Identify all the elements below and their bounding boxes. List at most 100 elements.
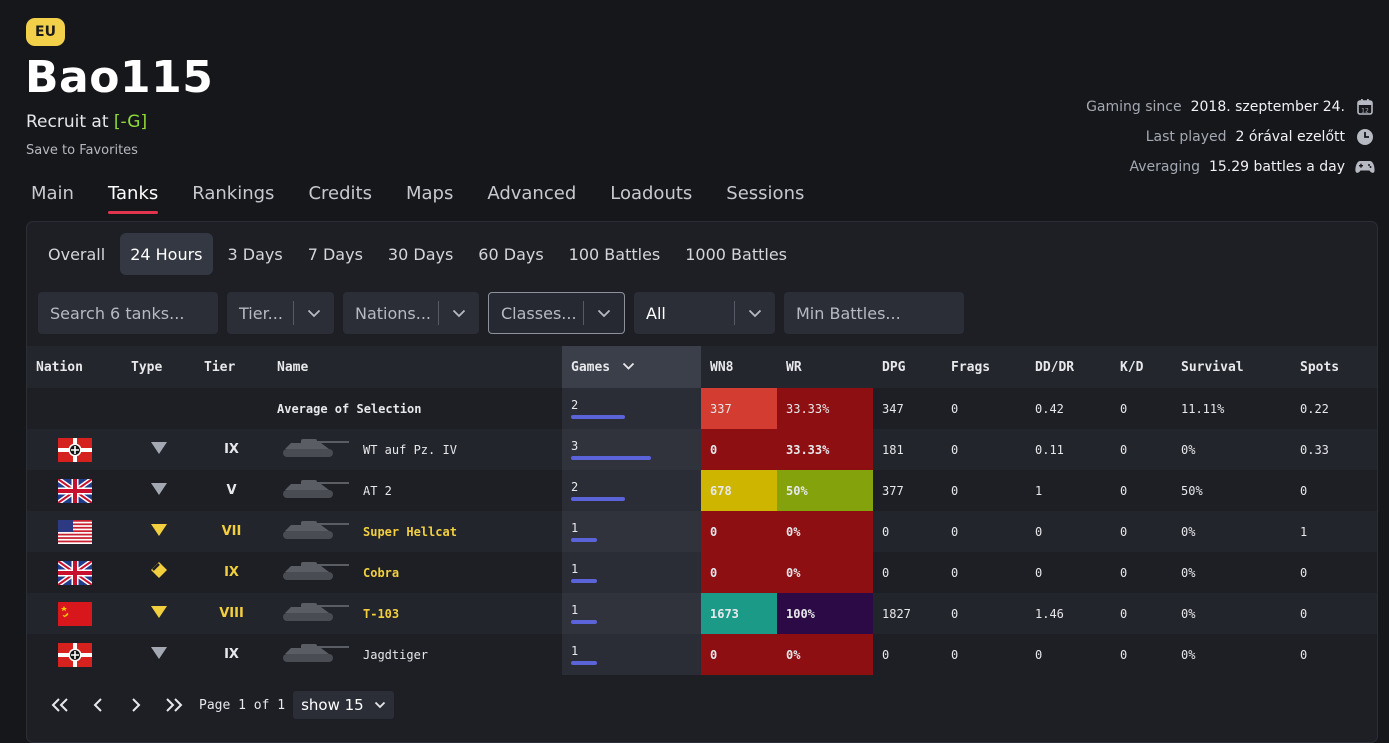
period-tab-100-battles[interactable]: 100 Battles — [568, 244, 661, 264]
tier-select[interactable]: Tier... — [227, 292, 334, 334]
col-header-dddr[interactable]: DD/DR — [1026, 346, 1111, 388]
name-cell: Cobra — [268, 552, 562, 593]
min-battles-input[interactable]: Min Battles... — [784, 292, 964, 334]
tier-value: VIII — [219, 606, 244, 621]
nation-cell — [27, 429, 122, 470]
clan-tag-link[interactable]: [-G] — [113, 112, 148, 132]
premium-select[interactable]: All — [634, 292, 775, 334]
page-size-select[interactable]: show 15 — [293, 691, 394, 719]
spots-value: 0.33 — [1300, 442, 1329, 457]
wr-cell: 0% — [777, 552, 873, 593]
col-header-nation[interactable]: Nation — [27, 346, 122, 388]
period-tab-7-days[interactable]: 7 Days — [307, 244, 363, 264]
dddr-value: 0 — [1035, 524, 1043, 539]
average-label: Average of Selection — [277, 401, 422, 416]
classes-select[interactable]: Classes... — [488, 292, 625, 334]
frags-cell: 0 — [942, 511, 1026, 552]
wr-cell: 33.33% — [777, 388, 873, 429]
wr-cell: 100% — [777, 593, 873, 634]
games-count: 1 — [571, 562, 579, 576]
germany-flag-icon — [57, 642, 92, 667]
uk-flag-icon — [57, 560, 92, 585]
tank-name: WT auf Pz. IV — [363, 442, 457, 457]
search-input[interactable]: Search 6 tanks... — [38, 292, 218, 334]
games-cell: 3 — [562, 429, 701, 470]
tab-maps[interactable]: Maps — [405, 183, 454, 204]
period-tab-1000-battles[interactable]: 1000 Battles — [685, 244, 788, 264]
tier-cell: IX — [195, 634, 268, 675]
wn8-value: 0 — [710, 565, 718, 580]
col-header-spots[interactable]: Spots — [1291, 346, 1377, 388]
kd-value: 0 — [1120, 524, 1128, 539]
tab-sessions[interactable]: Sessions — [726, 183, 805, 204]
tab-rankings[interactable]: Rankings — [192, 183, 275, 204]
prev-page-button[interactable] — [79, 691, 117, 719]
period-tab-60-days[interactable]: 60 Days — [478, 244, 544, 264]
col-header-wr[interactable]: WR — [777, 346, 873, 388]
type-cell — [122, 511, 195, 552]
games-bar — [571, 620, 597, 624]
tab-loadouts[interactable]: Loadouts — [610, 183, 693, 204]
games-bar — [571, 661, 597, 665]
survival-value: 0% — [1181, 442, 1196, 457]
tab-credits[interactable]: Credits — [308, 183, 372, 204]
table-row[interactable]: IX WT auf Pz. IV 3 0 33.33% 181 0 0.11 0 0% 0.33 — [27, 429, 1377, 470]
first-page-button[interactable] — [41, 691, 79, 719]
games-count: 2 — [571, 480, 579, 494]
table-row[interactable]: VIII T-103 1 1673 100% 1827 0 1.46 0 0% 0 — [27, 593, 1377, 634]
col-header-kd[interactable]: K/D — [1111, 346, 1172, 388]
table-row[interactable]: V AT 2 2 678 50% 377 0 1 0 50% 0 — [27, 470, 1377, 511]
last-page-button[interactable] — [155, 691, 193, 719]
wn8-cell: 0 — [701, 552, 777, 593]
sort-desc-icon — [622, 362, 635, 370]
nations-select[interactable]: Nations... — [343, 292, 479, 334]
meta-label: Averaging — [1129, 159, 1200, 175]
tank-image-icon — [277, 476, 363, 505]
period-tab-24-hours[interactable]: 24 Hours — [120, 233, 213, 275]
tab-advanced[interactable]: Advanced — [487, 183, 577, 204]
next-page-button[interactable] — [117, 691, 155, 719]
period-tab-30-days[interactable]: 30 Days — [387, 244, 454, 264]
survival-value: 0% — [1181, 606, 1196, 621]
frags-value: 0 — [951, 565, 959, 580]
col-header-games[interactable]: Games — [562, 346, 701, 388]
save-to-favorites-link[interactable]: Save to Favorites — [26, 143, 138, 158]
dpg-cell: 0 — [873, 634, 942, 675]
min-battles-placeholder: Min Battles... — [796, 303, 901, 323]
name-cell: T-103 — [268, 593, 562, 634]
tanks-table: Nation Type Tier Name Games WN8 WR DPG F… — [27, 346, 1377, 675]
games-cell: 2 — [562, 470, 701, 511]
wr-cell: 0% — [777, 634, 873, 675]
tank-destroyer-icon — [150, 524, 168, 540]
col-header-name[interactable]: Name — [268, 346, 562, 388]
col-header-wn8[interactable]: WN8 — [701, 346, 777, 388]
spots-cell: 0 — [1291, 634, 1377, 675]
tanks-panel: Overall 24 Hours 3 Days 7 Days 30 Days 6… — [26, 221, 1378, 743]
svg-text:12: 12 — [1361, 108, 1369, 115]
col-header-tier[interactable]: Tier — [195, 346, 268, 388]
tab-main[interactable]: Main — [31, 183, 74, 204]
kd-cell: 0 — [1111, 634, 1172, 675]
col-header-survival[interactable]: Survival — [1172, 346, 1291, 388]
col-header-frags[interactable]: Frags — [942, 346, 1026, 388]
spots-value: 0 — [1300, 647, 1308, 662]
kd-value: 0 — [1120, 565, 1128, 580]
nations-select-text: Nations... — [355, 303, 432, 323]
col-header-type[interactable]: Type — [122, 346, 195, 388]
tab-tanks[interactable]: Tanks — [91, 180, 175, 214]
tank-image-icon — [277, 640, 363, 669]
games-bar — [571, 415, 625, 419]
col-header-dpg[interactable]: DPG — [873, 346, 942, 388]
table-row[interactable]: IX Jagdtiger 1 0 0% 0 0 0 0 0% 0 — [27, 634, 1377, 675]
main-tabs: Main Tanks Rankings Credits Maps Advance… — [14, 180, 821, 214]
nation-cell — [27, 388, 122, 429]
period-tab-overall[interactable]: Overall — [48, 244, 106, 264]
table-row[interactable]: VII Super Hellcat 1 0 0% 0 0 0 0 0% 1 — [27, 511, 1377, 552]
spots-value: 0 — [1300, 565, 1308, 580]
chevron-down-icon — [374, 701, 385, 709]
nation-cell — [27, 593, 122, 634]
dddr-value: 0.42 — [1035, 401, 1064, 416]
period-tab-3-days[interactable]: 3 Days — [227, 244, 283, 264]
spots-value: 1 — [1300, 524, 1308, 539]
table-row[interactable]: IX Cobra 1 0 0% 0 0 0 0 0% 0 — [27, 552, 1377, 593]
